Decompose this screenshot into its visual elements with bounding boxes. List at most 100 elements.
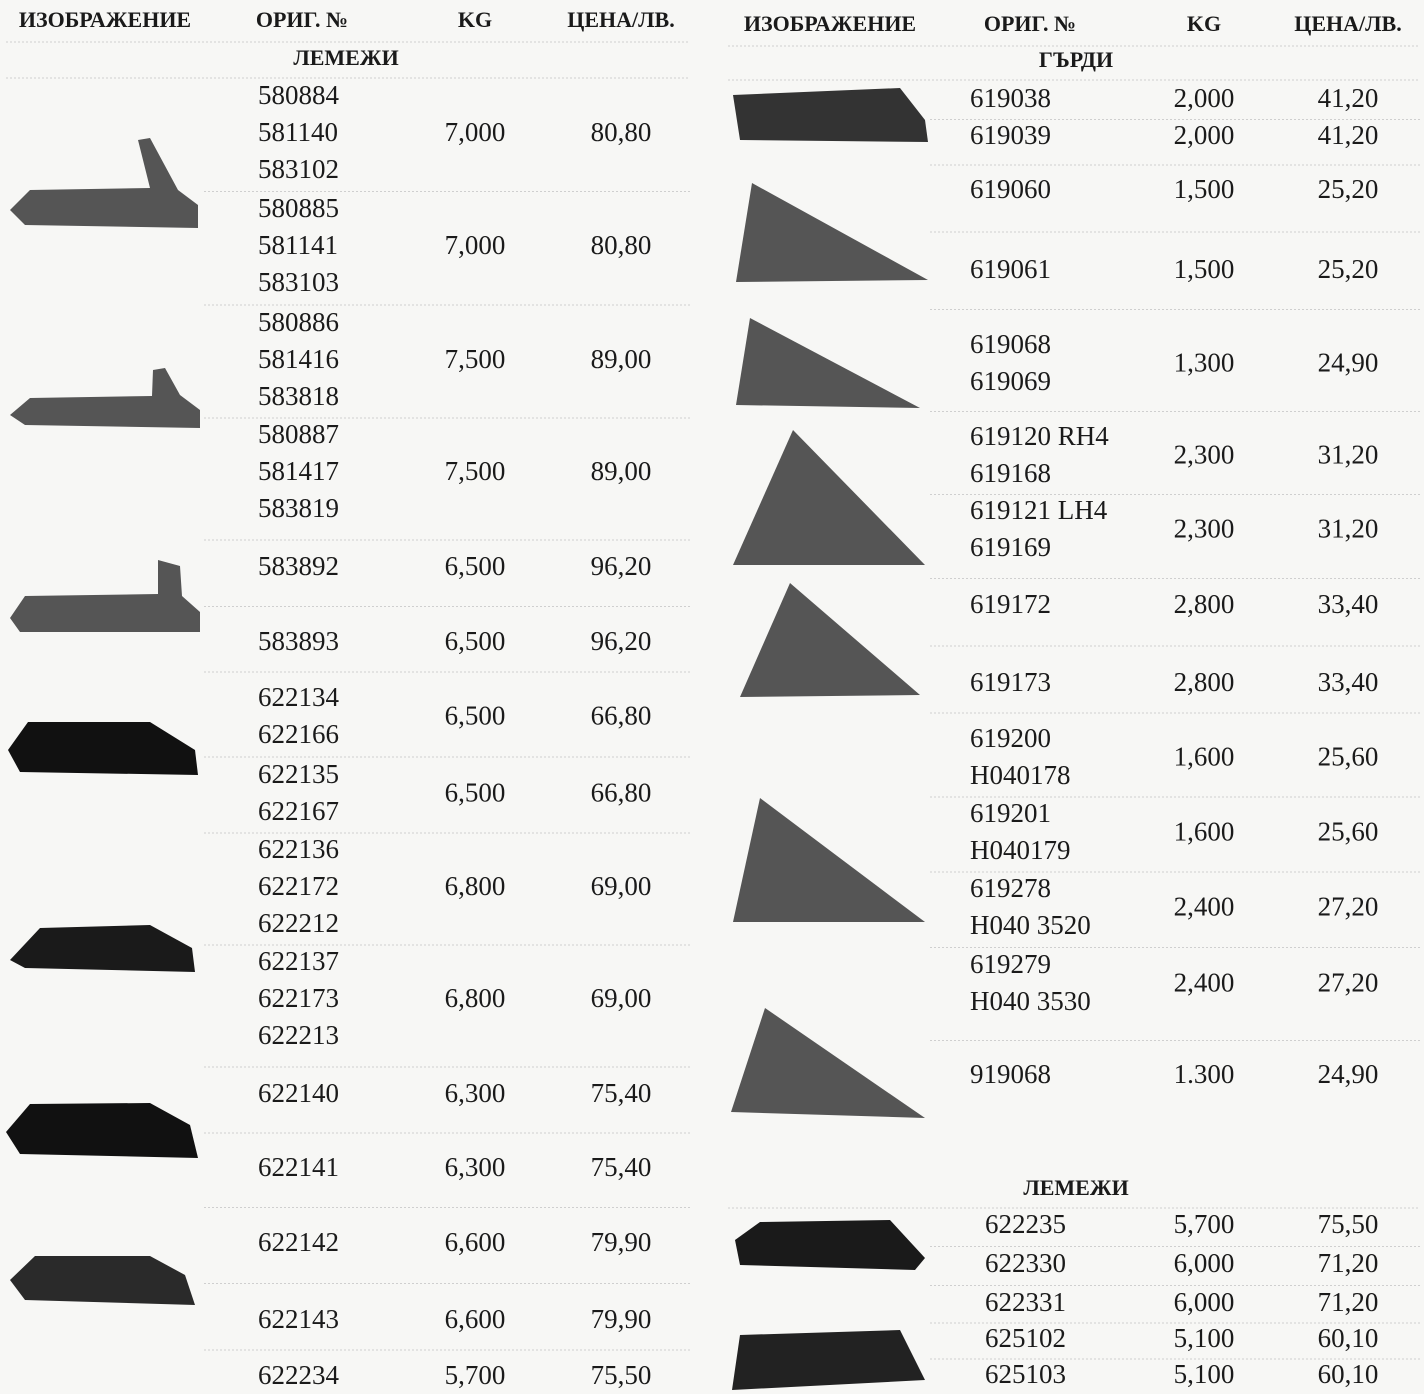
part-number: 622330 (985, 1248, 1066, 1278)
weight: 5,100 (1174, 1359, 1235, 1389)
price: 96,20 (591, 626, 652, 656)
weight: 7,500 (445, 344, 506, 374)
part-number: 619060 (970, 174, 1051, 204)
price: 25,20 (1318, 174, 1379, 204)
part-number: 580887 (258, 419, 339, 449)
price: 25,20 (1318, 254, 1379, 284)
part-number: 622212 (258, 908, 339, 938)
part-number: 622234 (258, 1360, 340, 1390)
price: 89,00 (591, 456, 652, 486)
part-number: 581416 (258, 344, 339, 374)
price: 33,40 (1318, 589, 1379, 619)
part-number: 622134 (258, 682, 340, 712)
price: 24,90 (1318, 1059, 1379, 1089)
part-number: 619168 (970, 458, 1051, 488)
price: 75,40 (591, 1152, 652, 1182)
weight: 6,500 (445, 626, 506, 656)
part-number: 619278 (970, 873, 1051, 903)
part-number: 622172 (258, 871, 339, 901)
part-number: 619200 (970, 723, 1051, 753)
column-header: KG (458, 7, 492, 32)
price: 24,90 (1318, 348, 1379, 378)
part-number: 919068 (970, 1059, 1051, 1089)
part-number: 622166 (258, 719, 339, 749)
price: 75,40 (591, 1078, 652, 1108)
part-number: 625103 (985, 1359, 1066, 1389)
weight: 7,500 (445, 456, 506, 486)
price: 31,20 (1318, 514, 1379, 544)
part-number: 583102 (258, 154, 339, 184)
weight: 2,000 (1174, 120, 1235, 150)
column-header: ОРИГ. № (984, 11, 1076, 36)
price: 96,20 (591, 551, 652, 581)
weight: 6,500 (445, 551, 506, 581)
price: 80,80 (591, 117, 652, 147)
column-header: ОРИГ. № (256, 7, 348, 32)
section-title: ГЪРДИ (1039, 47, 1113, 72)
weight: 6,000 (1174, 1248, 1235, 1278)
part-number: 619068 (970, 329, 1051, 359)
price: 27,20 (1318, 968, 1379, 998)
weight: 1,300 (1174, 348, 1235, 378)
part-number: 581140 (258, 117, 338, 147)
part-number: 622136 (258, 834, 339, 864)
price: 25,60 (1318, 817, 1379, 847)
price: 75,50 (1318, 1209, 1379, 1239)
weight: 6,300 (445, 1078, 506, 1108)
weight: 2,300 (1174, 440, 1235, 470)
part-number: 580886 (258, 307, 339, 337)
price: 71,20 (1318, 1248, 1379, 1278)
weight: 6,600 (445, 1304, 506, 1334)
part-number: 622141 (258, 1152, 339, 1182)
column-header: ИЗОБРАЖЕНИЕ (19, 7, 191, 32)
price: 31,20 (1318, 440, 1379, 470)
weight: 6,600 (445, 1227, 506, 1257)
right-images (731, 88, 928, 1390)
weight: 6,500 (445, 701, 506, 731)
weight: 6,000 (1174, 1287, 1235, 1317)
part-number: 622173 (258, 983, 339, 1013)
part-number: 622142 (258, 1227, 339, 1257)
price: 89,00 (591, 344, 652, 374)
column-header: KG (1187, 11, 1221, 36)
price: 69,00 (591, 871, 652, 901)
part-number: H040 3530 (970, 986, 1091, 1016)
weight: 1.300 (1174, 1059, 1235, 1089)
price: 79,90 (591, 1304, 652, 1334)
part-number: 619061 (970, 254, 1051, 284)
price: 60,10 (1318, 1323, 1379, 1353)
left-images (6, 138, 200, 1305)
part-number: 583819 (258, 493, 339, 523)
price: 60,10 (1318, 1359, 1379, 1389)
part-number: H040178 (970, 760, 1071, 790)
part-number: 619279 (970, 949, 1051, 979)
part-number: 619120 RH4 (970, 421, 1109, 451)
part-number: 619173 (970, 667, 1051, 697)
weight: 1,500 (1174, 174, 1235, 204)
part-number: 622140 (258, 1078, 339, 1108)
price: 80,80 (591, 230, 652, 260)
weight: 2,000 (1174, 83, 1235, 113)
part-number: 619039 (970, 120, 1051, 150)
section-title: ЛЕМЕЖИ (1023, 1175, 1128, 1200)
part-number: 619121 LH4 (970, 495, 1108, 525)
weight: 5,700 (445, 1360, 506, 1390)
part-number: H040 3520 (970, 910, 1091, 940)
price: 66,80 (591, 778, 652, 808)
weight: 7,000 (445, 117, 506, 147)
part-number: 622331 (985, 1287, 1066, 1317)
weight: 5,100 (1174, 1323, 1235, 1353)
part-number: 580884 (258, 80, 340, 110)
part-number: 619169 (970, 532, 1051, 562)
part-number: 622143 (258, 1304, 339, 1334)
part-number: 622135 (258, 759, 339, 789)
weight: 6,500 (445, 778, 506, 808)
weight: 2,800 (1174, 589, 1235, 619)
part-number: 583892 (258, 551, 339, 581)
price: 33,40 (1318, 667, 1379, 697)
weight: 2,400 (1174, 892, 1235, 922)
weight: 2,400 (1174, 968, 1235, 998)
weight: 1,600 (1174, 742, 1235, 772)
part-number: 625102 (985, 1323, 1066, 1353)
part-number: 580885 (258, 193, 339, 223)
